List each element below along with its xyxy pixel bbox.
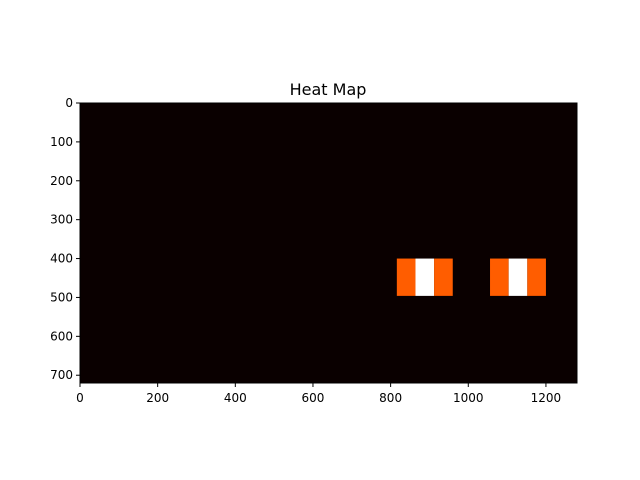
plot-area bbox=[79, 102, 578, 384]
heatmap-cell-5 bbox=[527, 258, 546, 296]
heatmap-cell-3 bbox=[490, 258, 509, 296]
y-tick-label: 0 bbox=[65, 96, 73, 110]
heatmap-cell-1 bbox=[415, 258, 435, 296]
x-axis: 0 200 400 600 800 1000 1200 bbox=[76, 383, 561, 405]
y-tick-label: 100 bbox=[50, 135, 73, 149]
y-tick-label: 700 bbox=[50, 368, 73, 382]
y-axis: 0 100 200 300 400 500 600 700 bbox=[50, 96, 80, 382]
heatmap-background bbox=[80, 103, 577, 383]
x-tick-label: 800 bbox=[379, 391, 402, 405]
y-tick-label: 500 bbox=[50, 290, 73, 304]
x-tick-label: 1200 bbox=[531, 391, 562, 405]
plot-frame bbox=[79, 102, 578, 384]
y-tick-label: 200 bbox=[50, 174, 73, 188]
heatmap-cell-2 bbox=[434, 258, 453, 296]
heatmap-cells bbox=[396, 258, 546, 296]
x-tick-label: 1000 bbox=[453, 391, 484, 405]
x-tick-label: 0 bbox=[76, 391, 84, 405]
heatmap-cell-4 bbox=[508, 258, 528, 296]
y-tick-label: 400 bbox=[50, 252, 73, 266]
y-tick-label: 300 bbox=[50, 213, 73, 227]
x-tick-label: 200 bbox=[146, 391, 169, 405]
x-tick-label: 400 bbox=[224, 391, 247, 405]
chart-title: Heat Map bbox=[290, 80, 367, 99]
x-tick-label: 600 bbox=[302, 391, 325, 405]
y-tick-label: 600 bbox=[50, 329, 73, 343]
heatmap-cell-0 bbox=[396, 258, 416, 296]
